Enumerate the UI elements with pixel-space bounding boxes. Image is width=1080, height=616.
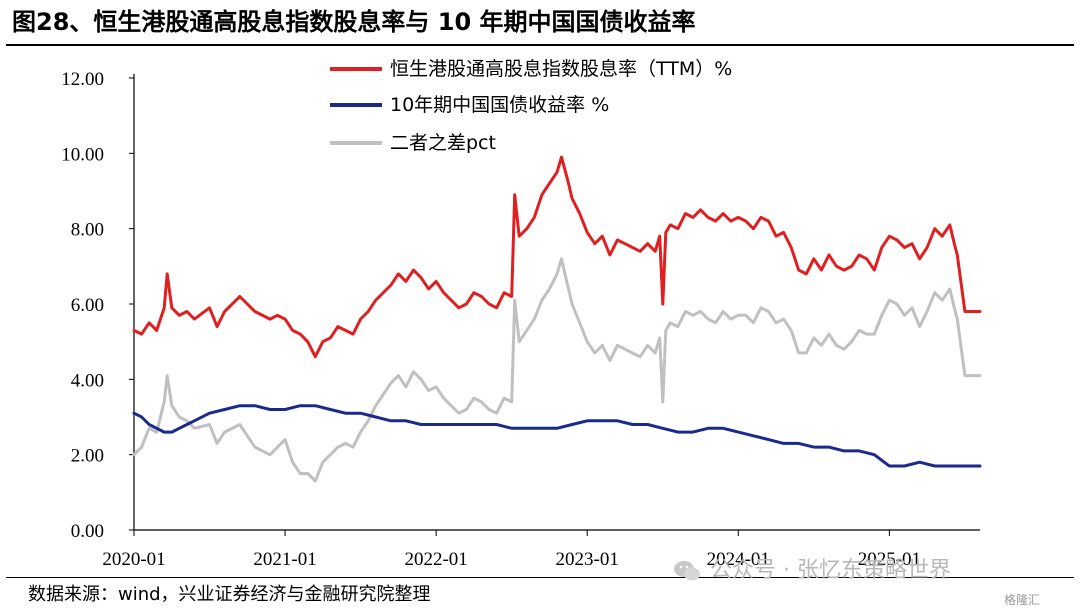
series-line-1 (132, 404, 982, 468)
title-divider (6, 44, 1074, 46)
y-tick-label: 2.00 (71, 446, 104, 467)
legend-label-0: 恒生港股通高股息指数股息率（TTM）% (390, 58, 732, 80)
y-tick-label: 10.00 (61, 144, 104, 165)
series-line-0 (132, 155, 982, 359)
wechat-icon (674, 561, 700, 581)
y-tick-label: 4.00 (71, 370, 104, 391)
x-tick-label: 2021-01 (253, 549, 316, 570)
x-tick-label: 2023-01 (556, 549, 619, 570)
x-tick-label: 2022-01 (404, 549, 467, 570)
y-tick-label: 6.00 (71, 295, 104, 316)
y-tick-label: 8.00 (71, 220, 104, 241)
legend-label-2: 二者之差pct (390, 132, 496, 154)
footer-divider (6, 577, 1074, 578)
x-tick-label: 2024-01 (707, 549, 770, 570)
line-chart: 0.00 2.00 4.00 6.00 8.00 10.00 12.00 2020-01 202… (61, 58, 982, 570)
chart-axes: 0.00 2.00 4.00 6.00 8.00 10.00 12.00 2020-01 202… (61, 69, 980, 570)
chart-title: 图28、恒生港股通高股息指数股息率与 10 年期中国国债收益率 (12, 8, 696, 36)
corner-logo: 格隆汇 (1004, 593, 1041, 607)
watermark: 公众号 · 张忆东策略世界 (672, 556, 951, 586)
y-tick-label: 12.00 (61, 69, 104, 90)
watermark-text: 公众号 · 张忆东策略世界 (710, 558, 951, 583)
legend-label-1: 10年期中国国债收益率 % (390, 94, 609, 116)
chart-series-lines (132, 155, 982, 483)
chart-legend: 恒生港股通高股息指数股息率（TTM）% 10年期中国国债收益率 % 二者之差pct (330, 58, 732, 154)
series-line-2 (132, 257, 982, 483)
x-tick-label: 2020-01 (102, 549, 165, 570)
y-tick-label: 0.00 (71, 521, 104, 542)
x-tick-label: 2025-01 (858, 549, 921, 570)
data-source-note: 数据来源：wind，兴业证券经济与金融研究院整理 (28, 584, 431, 605)
